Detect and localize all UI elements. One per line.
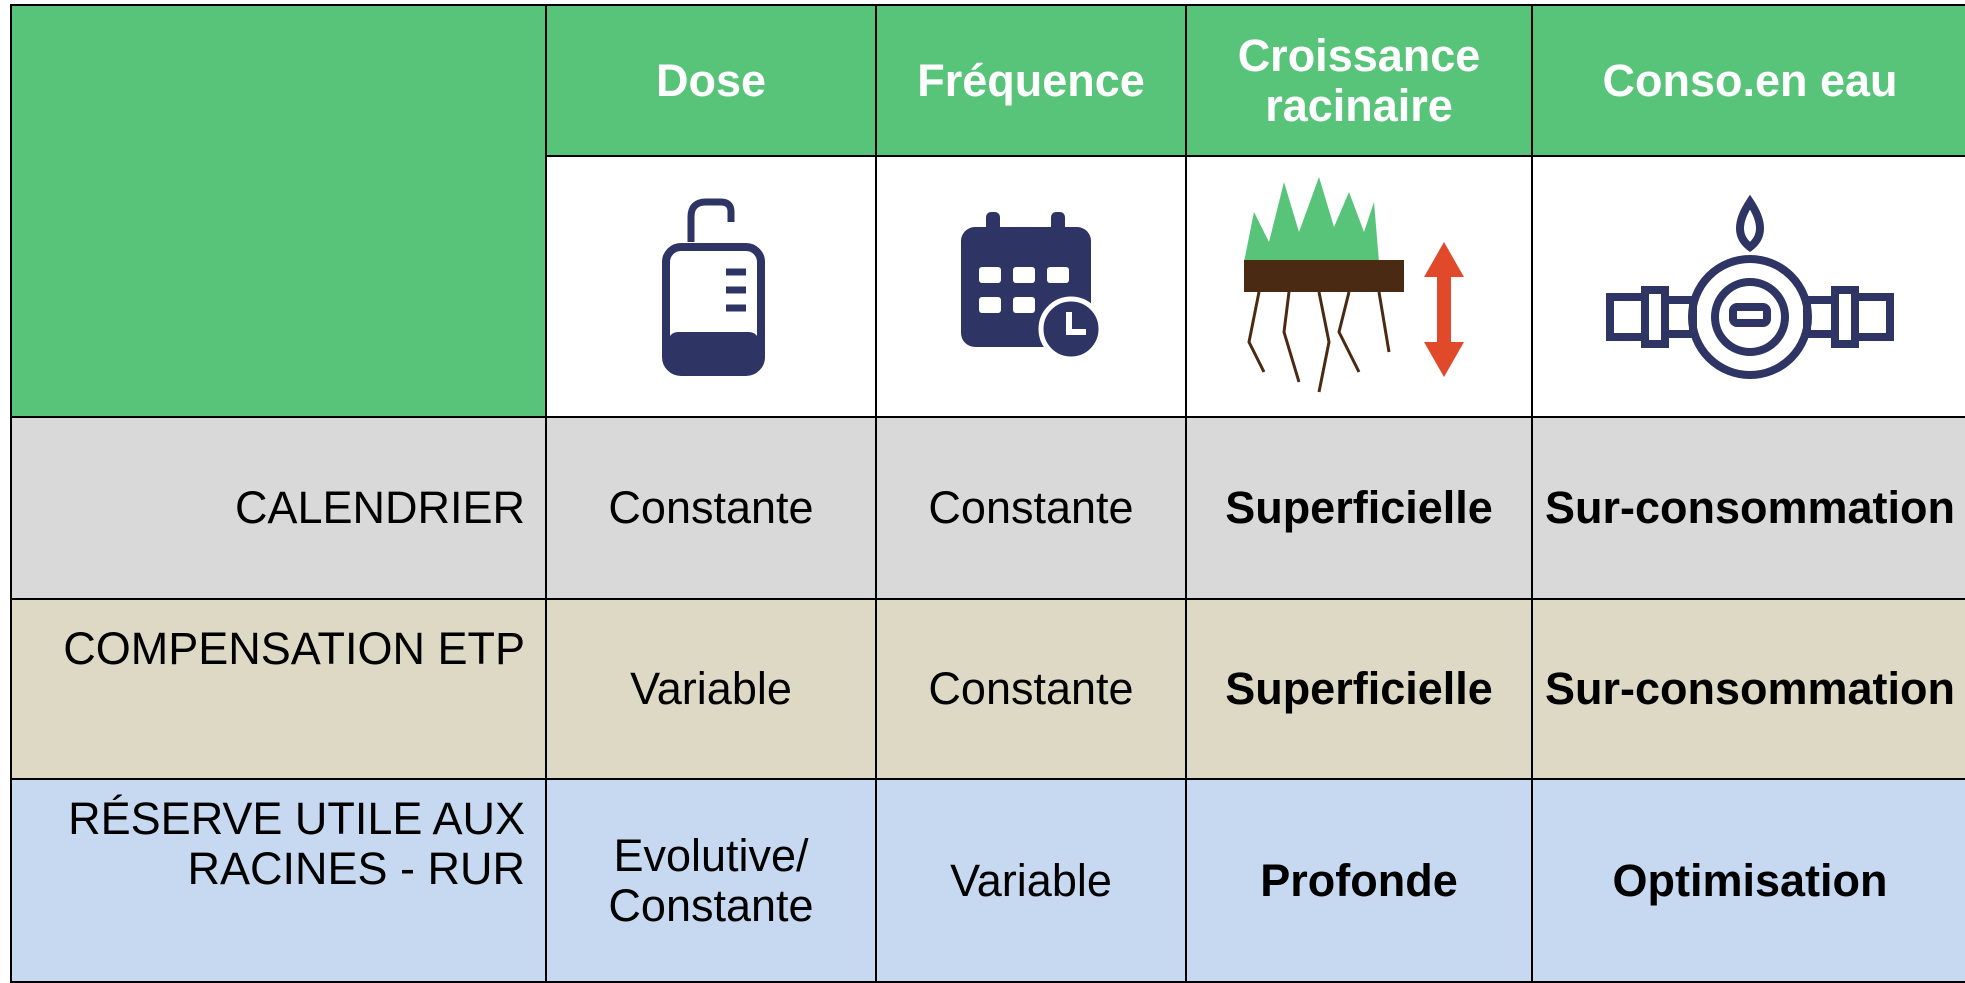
water-meter-icon [1606, 194, 1894, 379]
cell: Superficielle [1185, 598, 1533, 780]
comparison-table: Dose Fréquence Croissance racinaire Cons… [10, 4, 1965, 983]
cell: Constante [875, 598, 1187, 780]
header-cell: Fréquence [875, 4, 1187, 157]
table-row: RÉSERVE UTILE AUX RACINES - RUR Evolutiv… [10, 778, 1965, 983]
cell: Profonde [1185, 778, 1533, 983]
corner-cell [10, 4, 547, 418]
header-row: Dose Fréquence Croissance racinaire Cons… [10, 4, 1965, 418]
table-row: COMPENSATION ETP Variable Constante Supe… [10, 598, 1965, 780]
header-cell: Conso.en eau [1531, 4, 1965, 157]
row-label: RÉSERVE UTILE AUX RACINES - RUR [10, 778, 547, 983]
roots-icon [1244, 176, 1464, 392]
cell: Superficielle [1185, 416, 1533, 600]
bottle-icon [662, 198, 765, 376]
cell: Constante [545, 416, 877, 600]
page: Dose Fréquence Croissance racinaire Cons… [10, 4, 1965, 983]
cell: Optimisation [1531, 778, 1965, 983]
icon-cell [1185, 155, 1533, 418]
cell: Sur-consommation [1531, 416, 1965, 600]
icon-cell [875, 155, 1187, 418]
cell: Variable [545, 598, 877, 780]
table-row: CALENDRIER Constante Constante Superfici… [10, 416, 1965, 600]
header-cell: Croissance racinaire [1185, 4, 1533, 157]
row-label: CALENDRIER [10, 416, 547, 600]
icon-cell [1531, 155, 1965, 418]
icon-cell [545, 155, 877, 418]
icon-row [11, 155, 1965, 418]
calendar-icon [961, 211, 1104, 361]
cell: Sur-consommation [1531, 598, 1965, 780]
cell: Evolutive/ Constante [545, 778, 877, 983]
cell: Variable [875, 778, 1187, 983]
cell: Constante [875, 416, 1187, 600]
header-cell: Dose [545, 4, 877, 157]
row-label: COMPENSATION ETP [10, 598, 547, 780]
